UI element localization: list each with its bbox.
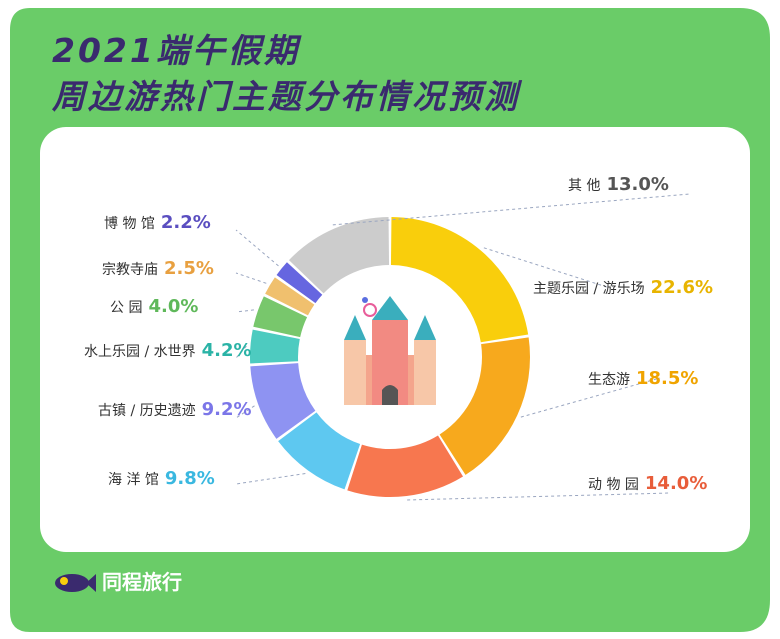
label-name-5: 水上乐园 / 水世界: [84, 344, 196, 360]
label-5: 水上乐园 / 水世界 4.2%: [84, 340, 252, 361]
leader-line-4: [235, 405, 255, 419]
slice-1: [439, 337, 530, 475]
label-name-3: 海 洋 馆: [108, 472, 159, 488]
brand-name: 同程旅行: [102, 570, 182, 594]
label-name-1: 生态游: [588, 372, 630, 388]
label-value-9: 13.0%: [606, 174, 669, 195]
brand-logo: 同程旅行: [52, 566, 182, 595]
title-line-1: 2021端午假期: [52, 31, 300, 70]
leader-line-8: [235, 229, 279, 267]
label-value-8: 2.2%: [160, 212, 211, 233]
label-0: 主题乐园 / 游乐场 22.6%: [533, 277, 713, 298]
label-name-7: 宗教寺庙: [102, 262, 158, 278]
label-2: 动 物 园 14.0%: [588, 473, 707, 494]
label-name-2: 动 物 园: [588, 477, 639, 493]
leader-line-6: [235, 309, 254, 313]
label-value-4: 9.2%: [201, 399, 252, 420]
slice-3: [278, 412, 361, 490]
brand-fish-icon: [55, 573, 96, 592]
label-value-2: 14.0%: [644, 473, 708, 494]
label-name-9: 其 他: [568, 178, 601, 194]
leader-line-0: [483, 247, 611, 289]
label-value-0: 22.6%: [650, 277, 714, 298]
label-3: 海 洋 馆 9.8%: [108, 468, 215, 489]
castle-icon: [344, 296, 436, 405]
label-value-5: 4.2%: [201, 340, 252, 361]
label-value-3: 9.8%: [164, 468, 215, 489]
slice-9: [288, 217, 390, 294]
label-value-6: 4.0%: [148, 296, 199, 317]
label-name-0: 主题乐园 / 游乐场: [533, 281, 645, 297]
label-value-7: 2.5%: [164, 258, 214, 279]
label-9: 其 他 13.0%: [568, 174, 669, 195]
slice-2: [347, 435, 464, 498]
label-7: 宗教寺庙 2.5%: [102, 258, 214, 279]
leader-line-2: [407, 492, 671, 501]
title-line-2: 周边游热门主题分布情况预测: [52, 77, 520, 116]
label-name-4: 古镇 / 历史遗迹: [98, 403, 196, 419]
leader-line-3: [235, 473, 306, 485]
slice-7: [265, 277, 315, 316]
label-value-1: 18.5%: [636, 368, 699, 389]
label-6: 公 园 4.0%: [110, 296, 198, 317]
label-8: 博 物 馆 2.2%: [104, 212, 211, 233]
slice-0: [390, 217, 529, 343]
slice-4: [250, 363, 316, 439]
slice-6: [253, 296, 308, 338]
label-4: 古镇 / 历史遗迹 9.2%: [98, 399, 252, 420]
label-1: 生态游 18.5%: [588, 368, 698, 389]
leader-line-7: [235, 272, 267, 284]
leader-line-5: [235, 345, 247, 359]
slice-5: [250, 329, 300, 364]
label-name-8: 博 物 馆: [104, 216, 155, 232]
slice-8: [276, 262, 323, 304]
leader-line-1: [520, 377, 661, 418]
label-name-6: 公 园: [110, 300, 143, 316]
